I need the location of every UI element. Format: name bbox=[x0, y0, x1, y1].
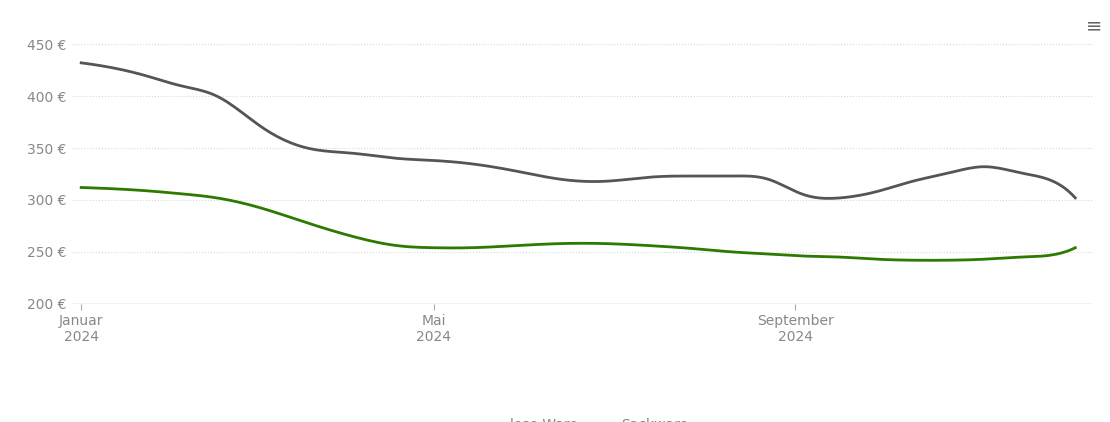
Legend: lose Ware, Sackware: lose Ware, Sackware bbox=[472, 412, 694, 422]
Text: ≡: ≡ bbox=[1086, 17, 1102, 36]
